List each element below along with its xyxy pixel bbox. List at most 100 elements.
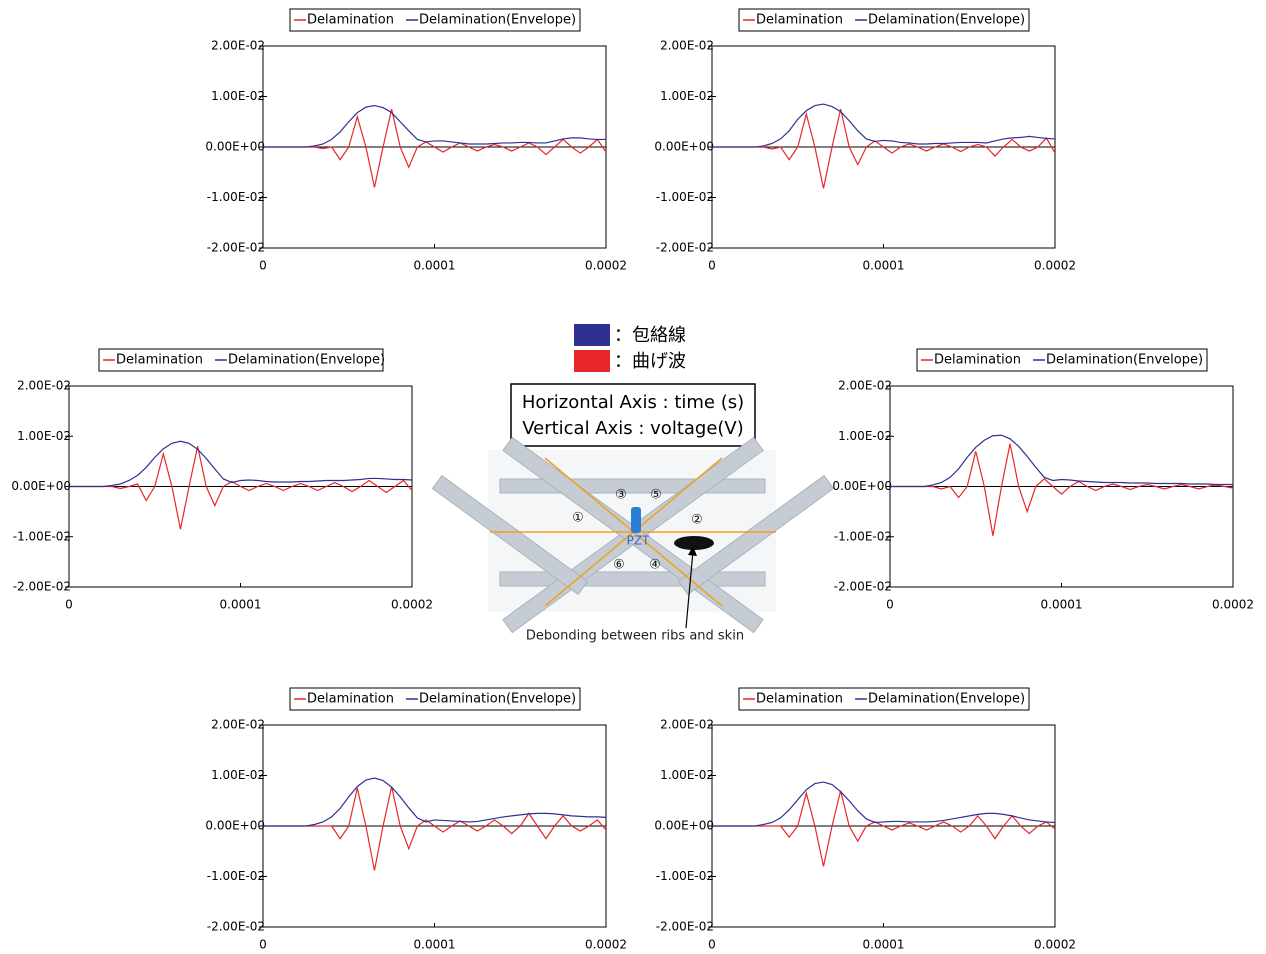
rib <box>677 474 835 596</box>
series-line <box>263 108 607 188</box>
y-tick-label: 1.00E-02 <box>660 89 714 103</box>
legend-label: Delamination(Envelope) <box>1046 353 1203 368</box>
series-line <box>712 103 1056 148</box>
legend-swatch <box>574 350 610 372</box>
legend-label: Delamination <box>756 692 843 707</box>
x-tick-label: 0 <box>259 938 267 952</box>
x-tick-label: 0 <box>886 598 894 612</box>
axis-note: Vertical Axis : voltage(V) <box>522 418 744 439</box>
marker: ⑤ <box>650 488 662 503</box>
y-tick-label: 2.00E-02 <box>660 39 714 53</box>
x-tick-label: 0 <box>259 259 267 273</box>
x-tick-label: 0 <box>65 598 73 612</box>
rib <box>499 571 766 587</box>
x-tick-label: 0.0002 <box>585 938 627 952</box>
legend-box <box>738 8 1030 32</box>
x-tick-label: 0.0001 <box>1041 598 1083 612</box>
y-tick-label: -2.00E-02 <box>207 920 265 934</box>
lattice-diagram: PZT ① ② ③ ④ ⑤ ⑥ <box>431 436 835 634</box>
series-line <box>69 446 413 530</box>
series-line <box>69 440 413 488</box>
x-tick-label: 0.0002 <box>1034 938 1076 952</box>
y-tick-label: -1.00E-02 <box>207 869 265 883</box>
y-tick-label: 2.00E-02 <box>17 379 71 393</box>
marker: ④ <box>649 558 661 573</box>
rib <box>431 474 589 596</box>
debonding <box>674 536 714 550</box>
y-tick-label: 2.00E-02 <box>211 39 265 53</box>
legend-swatch <box>574 324 610 346</box>
y-tick-label: -1.00E-02 <box>207 190 265 204</box>
y-tick-label: -1.00E-02 <box>13 529 71 543</box>
legend-box <box>98 348 384 372</box>
chart: -2.00E-02 -1.00E-02 0.00E+00 1.00E-02 2.00E-… <box>205 8 627 273</box>
caption: Debonding between ribs and skin <box>526 629 744 644</box>
legend-label: Delamination(Envelope) <box>868 692 1025 707</box>
y-tick-label: 0.00E+00 <box>654 140 714 154</box>
y-tick-label: -1.00E-02 <box>656 869 714 883</box>
series-line <box>263 104 606 148</box>
x-tick-label: 0.0001 <box>220 598 262 612</box>
series-line <box>712 781 1056 827</box>
legend-label: Delamination <box>934 353 1021 368</box>
y-tick-label: 1.00E-02 <box>211 89 265 103</box>
x-tick-label: 0.0001 <box>863 938 905 952</box>
y-tick-label: -2.00E-02 <box>834 580 892 594</box>
y-tick-label: 1.00E-02 <box>660 768 714 782</box>
arrow-head <box>688 546 697 556</box>
legend-label: ：曲げ波 <box>614 351 686 372</box>
y-tick-label: 0.00E+00 <box>832 479 892 493</box>
marker: ③ <box>615 488 627 503</box>
arrow <box>685 550 694 629</box>
y-tick-label: -1.00E-02 <box>834 529 892 543</box>
y-tick-label: 0.00E+00 <box>205 140 265 154</box>
y-tick-label: 2.00E-02 <box>211 718 265 732</box>
x-tick-label: 0.0002 <box>391 598 433 612</box>
legend-label: Delamination(Envelope) <box>868 13 1025 28</box>
chart: -2.00E-02 -1.00E-02 0.00E+00 1.00E-02 2.00E-… <box>832 348 1254 612</box>
series-line <box>263 786 607 871</box>
axis-note-box <box>510 383 756 447</box>
y-tick-label: -2.00E-02 <box>13 580 71 594</box>
series-line <box>712 790 1056 867</box>
pzt-sensor <box>631 507 641 533</box>
y-tick-label: 2.00E-02 <box>660 718 714 732</box>
series-line <box>890 434 1233 488</box>
series-line <box>263 777 607 827</box>
marker: ② <box>691 513 703 528</box>
series-line <box>890 443 1234 536</box>
y-tick-label: 2.00E-02 <box>838 379 892 393</box>
y-tick-label: -2.00E-02 <box>656 241 714 255</box>
x-tick-label: 0.0001 <box>863 259 905 273</box>
y-tick-label: 1.00E-02 <box>17 429 71 443</box>
x-tick-label: 0 <box>708 259 716 273</box>
y-tick-label: -1.00E-02 <box>656 190 714 204</box>
y-tick-label: 0.00E+00 <box>205 819 265 833</box>
legend-label: Delamination(Envelope) <box>228 353 385 368</box>
x-tick-label: 0.0001 <box>414 938 456 952</box>
legend-label: Delamination <box>307 13 394 28</box>
legend-label: Delamination(Envelope) <box>419 13 576 28</box>
x-tick-label: 0.0002 <box>1034 259 1076 273</box>
chart: -2.00E-02 -1.00E-02 0.00E+00 1.00E-02 2.00E-… <box>11 348 433 612</box>
legend-box <box>738 687 1030 711</box>
legend-label: Delamination(Envelope) <box>419 692 576 707</box>
x-tick-label: 0 <box>708 938 716 952</box>
marker: ① <box>572 511 584 526</box>
chart: -2.00E-02 -1.00E-02 0.00E+00 1.00E-02 2.00E-… <box>654 687 1076 952</box>
legend-label: ：包絡線 <box>614 325 686 346</box>
chart: -2.00E-02 -1.00E-02 0.00E+00 1.00E-02 2.00E-… <box>654 8 1076 273</box>
y-tick-label: 0.00E+00 <box>11 479 71 493</box>
legend-box <box>289 687 581 711</box>
x-tick-label: 0.0002 <box>585 259 627 273</box>
x-tick-label: 0.0002 <box>1212 598 1254 612</box>
x-tick-label: 0.0001 <box>414 259 456 273</box>
y-tick-label: -2.00E-02 <box>656 920 714 934</box>
series-line <box>712 108 1056 189</box>
pzt-label: PZT <box>627 534 650 548</box>
legend-box <box>916 348 1208 372</box>
legend-label: Delamination <box>307 692 394 707</box>
y-tick-label: 0.00E+00 <box>654 819 714 833</box>
